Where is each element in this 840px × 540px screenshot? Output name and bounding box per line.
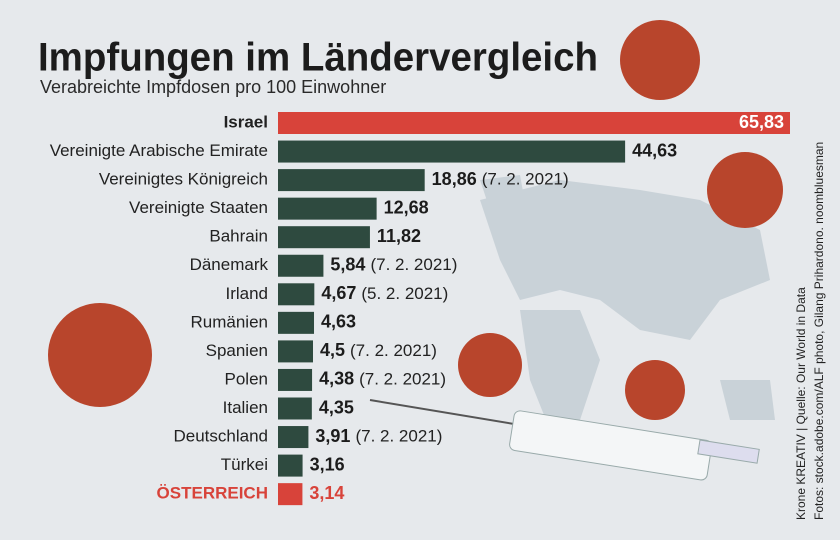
- source: Krone KREATIV | Quelle: Our World in Dat…: [794, 287, 808, 520]
- bar: [278, 283, 315, 306]
- bar: [278, 483, 303, 506]
- value-label: 4,5: [320, 340, 345, 360]
- category-label: Vereinigtes Königreich: [99, 170, 268, 189]
- bar: [278, 226, 370, 249]
- value-label: 4,67: [321, 283, 356, 303]
- world-map: [480, 175, 775, 430]
- virus-decoration: [48, 20, 783, 420]
- value-label: 3,91: [315, 426, 350, 446]
- category-label: Deutschland: [173, 427, 268, 446]
- category-label: Rumänien: [191, 312, 269, 331]
- value-label: 44,63: [632, 140, 677, 160]
- bar: [278, 397, 312, 420]
- bar: [278, 254, 324, 277]
- category-label: Irland: [225, 284, 268, 303]
- category-label: Spanien: [206, 341, 268, 360]
- date-note: (7. 2. 2021): [350, 341, 437, 360]
- value-label: 3,14: [309, 483, 344, 503]
- value-label: 4,38: [319, 369, 354, 389]
- bar: [278, 454, 303, 477]
- bar: [278, 197, 377, 220]
- value-label: 4,63: [321, 312, 356, 332]
- category-label: Dänemark: [190, 255, 269, 274]
- value-label: 65,83: [739, 112, 784, 132]
- category-label: Bahrain: [209, 227, 268, 246]
- date-note: (7. 2. 2021): [482, 170, 569, 189]
- bar: [278, 311, 315, 334]
- category-label: Türkei: [221, 455, 268, 474]
- date-note: (7. 2. 2021): [370, 255, 457, 274]
- date-note: (7. 2. 2021): [359, 369, 446, 388]
- syringe: [369, 399, 760, 481]
- category-label: Vereinigte Arabische Emirate: [50, 141, 268, 160]
- value-label: 11,82: [377, 226, 421, 246]
- bar: [278, 140, 626, 163]
- chart-subtitle: Verabreichte Impfdosen pro 100 Einwohner: [40, 77, 386, 97]
- date-note: (5. 2. 2021): [361, 284, 448, 303]
- bar: [278, 112, 790, 134]
- category-label: Polen: [225, 369, 268, 388]
- bar: [278, 340, 313, 363]
- credits: Fotos: stock.adobe.com/ALF photo, Gilang…: [812, 142, 826, 520]
- value-label: 5,84: [330, 255, 365, 275]
- chart-title: Impfungen im Ländervergleich: [38, 36, 598, 80]
- value-label: 3,16: [310, 454, 345, 474]
- bar: [278, 169, 425, 192]
- value-label: 18,86: [432, 169, 477, 189]
- bar: [278, 426, 309, 449]
- value-label: 4,35: [319, 397, 354, 417]
- value-label: 12,68: [384, 197, 429, 217]
- date-note: (7. 2. 2021): [355, 427, 442, 446]
- category-label: Vereinigte Staaten: [129, 198, 268, 217]
- category-label: ÖSTERREICH: [157, 484, 268, 503]
- category-label: Italien: [223, 398, 268, 417]
- bar: [278, 368, 313, 391]
- category-label: Israel: [224, 112, 268, 131]
